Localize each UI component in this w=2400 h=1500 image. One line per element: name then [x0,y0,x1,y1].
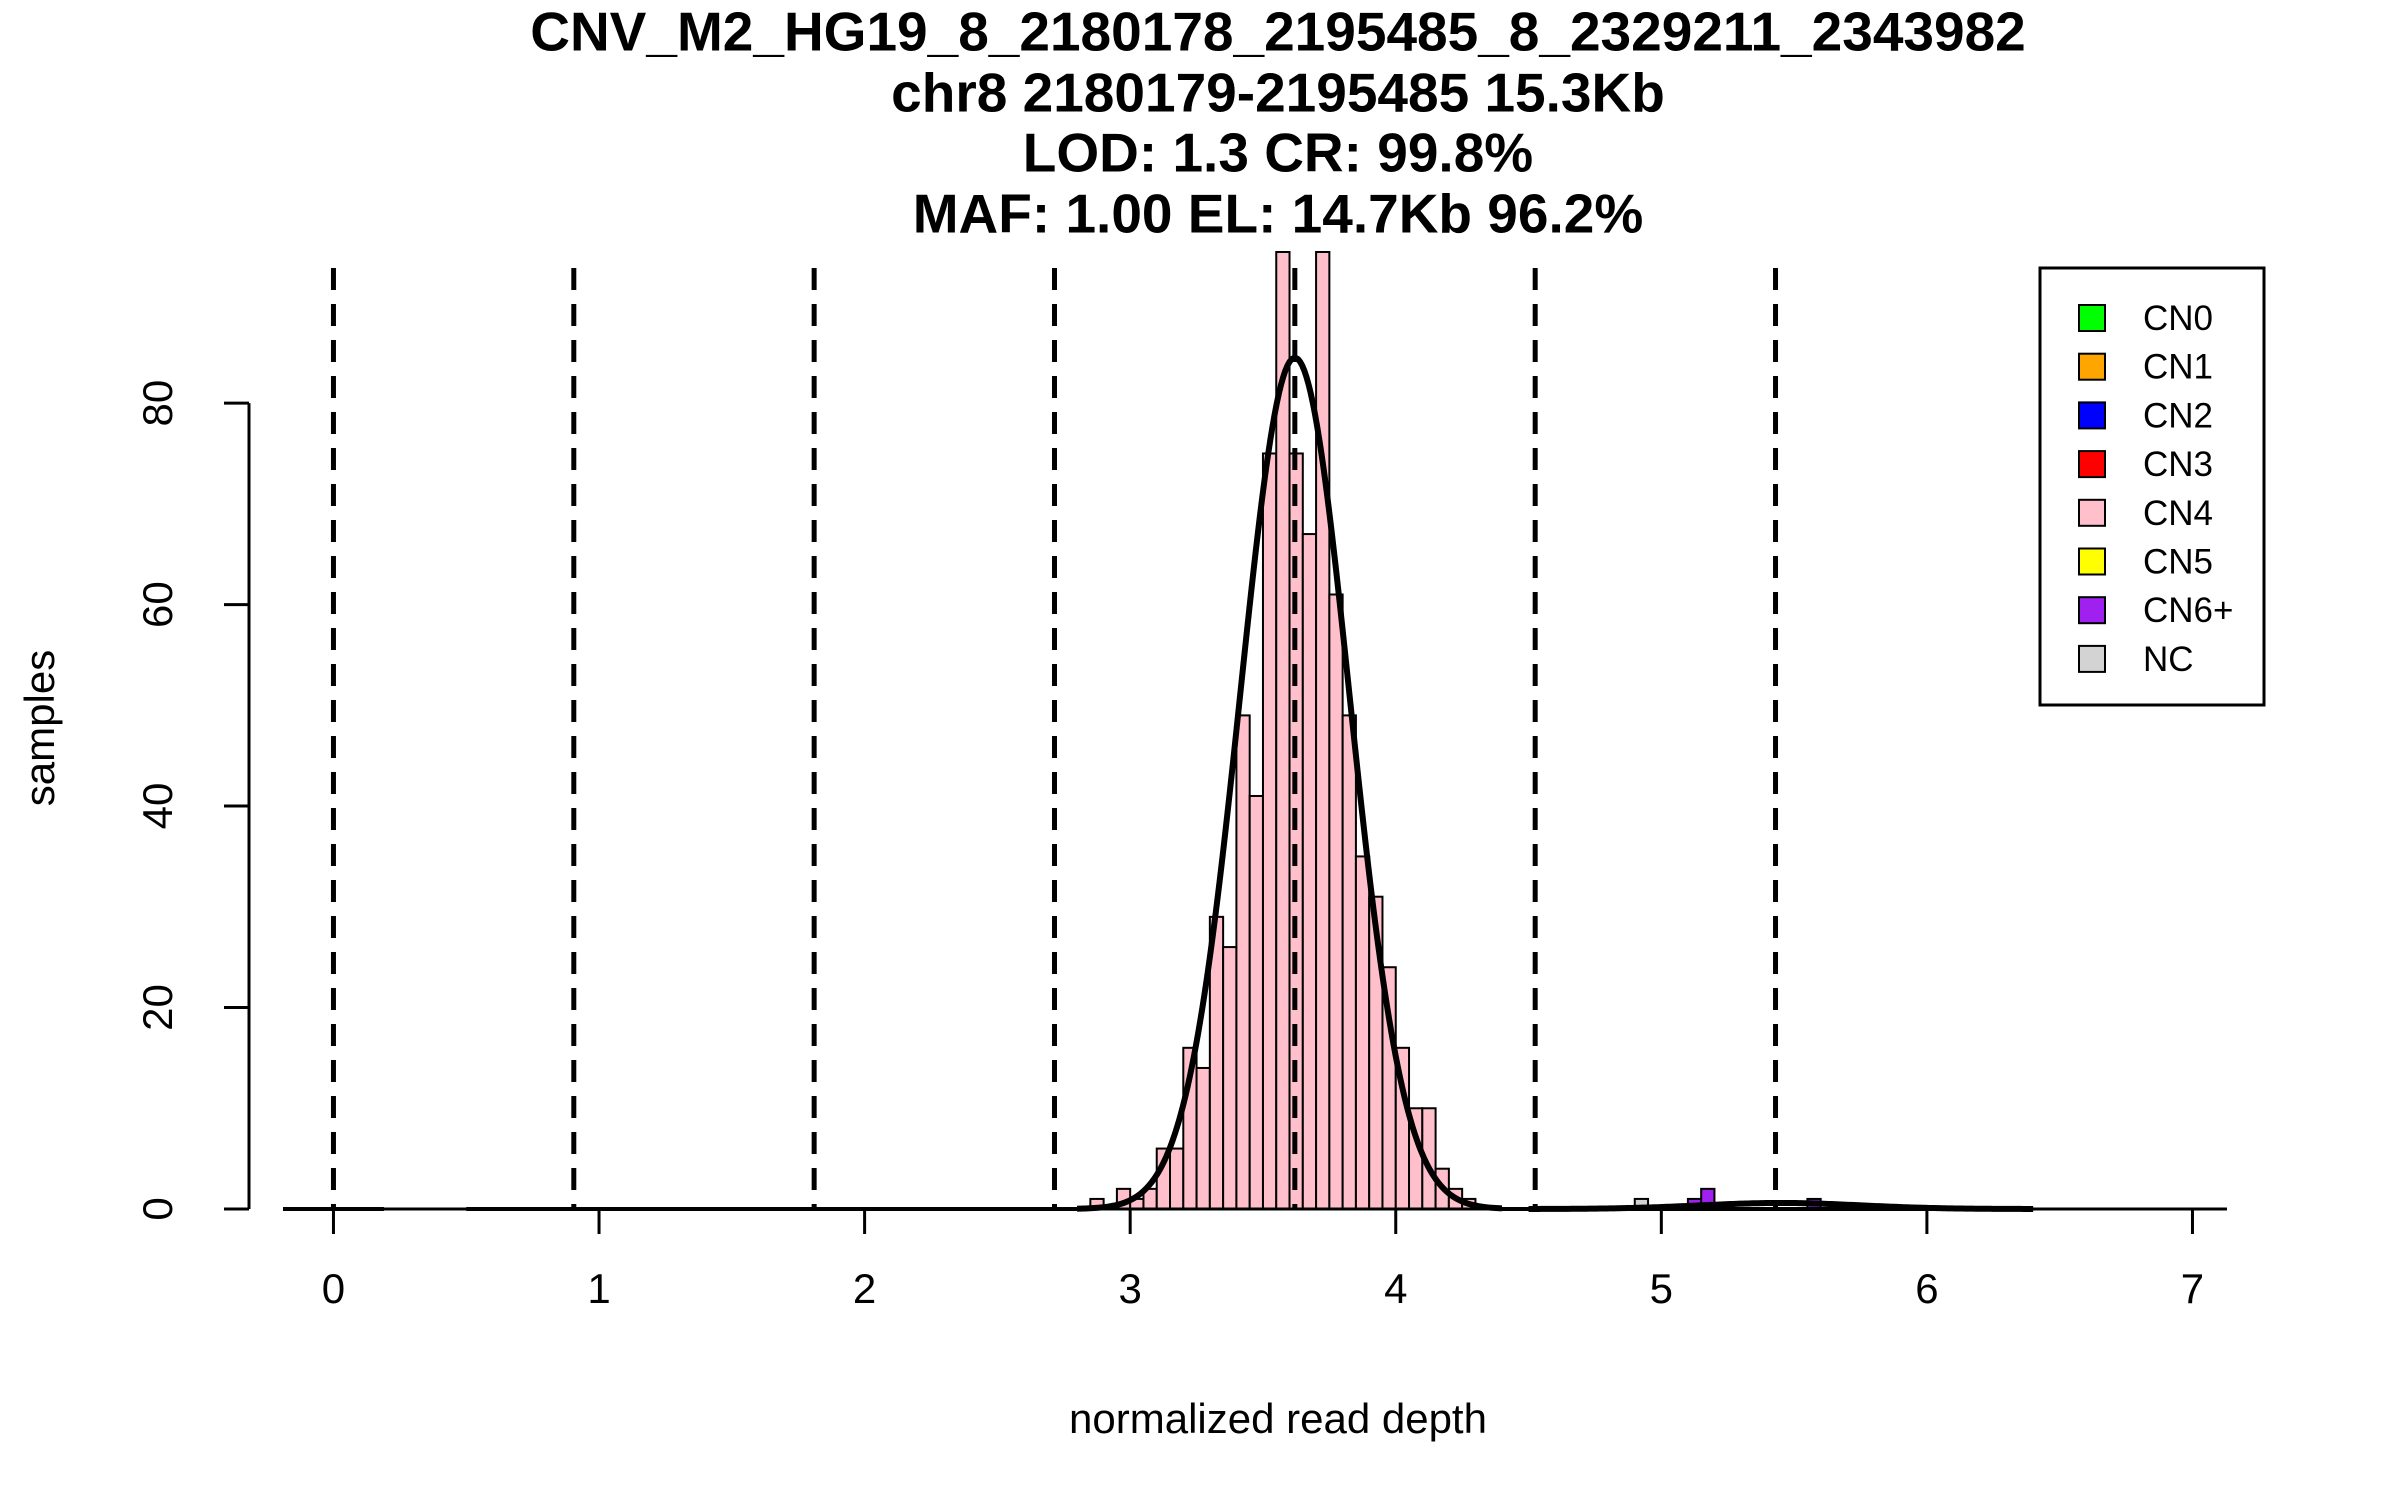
x-axis: 0 1 2 3 4 5 6 7 [283,1207,2227,1312]
x-tick-label: 6 [1915,1265,1938,1312]
x-tick-label: 3 [1119,1265,1142,1312]
title-line-4: MAF: 1.00 EL: 14.7Kb 96.2% [913,183,1644,245]
legend-swatch [2078,304,2106,332]
legend-swatch [2078,547,2106,576]
legend-box [2038,266,2266,707]
x-tick-label: 1 [587,1265,610,1312]
histogram-bar [1301,533,1318,1210]
x-axis-label: normalized read depth [1069,1395,1487,1442]
histogram-bar [1222,946,1238,1211]
y-tick-label: 80 [134,380,181,427]
x-tick-label: 2 [853,1265,876,1312]
y-tick-label: 40 [134,783,181,830]
legend-swatch [2078,352,2106,381]
y-tick-label: 0 [134,1197,181,1220]
legend-swatch [2078,401,2106,430]
x-tick-label: 0 [322,1265,345,1312]
y-tick-label: 60 [134,581,181,628]
x-tick-label: 5 [1650,1265,1673,1312]
histogram-bars [1089,251,1822,1211]
legend-label: CN4 [2143,494,2213,533]
x-tick-label: 7 [2181,1265,2204,1312]
title-line-1: CNV_M2_HG19_8_2180178_2195485_8_2329211_… [530,1,2026,63]
fit-curve [1077,354,1503,1212]
legend-label: CN0 [2143,299,2213,338]
legend-swatch [2078,644,2106,673]
histogram-bar [1248,794,1264,1210]
legend-swatch [2078,498,2106,527]
histogram-bar [1261,452,1278,1210]
legend-swatch [2078,596,2106,625]
legend-label: CN6+ [2143,591,2233,630]
legend-swatch [2078,450,2106,479]
legend: CN0 CN1 CN2 CN3 CN4 CN5 CN6+ NC [2038,266,2266,707]
legend-label: CN1 [2143,348,2213,387]
legend-label: NC [2143,640,2194,679]
histogram-bar [1169,1147,1185,1210]
histogram-bar [1195,1066,1211,1210]
title-line-2: chr8 2180179-2195485 15.3Kb [891,62,1665,124]
x-tick-label: 4 [1384,1265,1407,1312]
histogram-bar [1341,714,1357,1210]
chart-title: CNV_M2_HG19_8_2180178_2195485_8_2329211_… [530,1,2026,245]
title-line-3: LOD: 1.3 CR: 99.8% [1023,122,1533,184]
legend-label: CN2 [2143,396,2213,435]
y-axis-label: samples [16,650,63,806]
y-tick-label: 20 [134,984,181,1031]
legend-label: CN3 [2143,445,2213,484]
histogram-bar [1328,593,1344,1210]
legend-label: CN5 [2143,543,2213,582]
copy-number-boundaries [330,268,1779,1209]
histogram-bar [1354,855,1371,1211]
histogram-bar [1235,714,1251,1210]
y-axis: 0 20 40 60 80 [134,380,251,1221]
histogram-bar [1315,251,1331,1210]
